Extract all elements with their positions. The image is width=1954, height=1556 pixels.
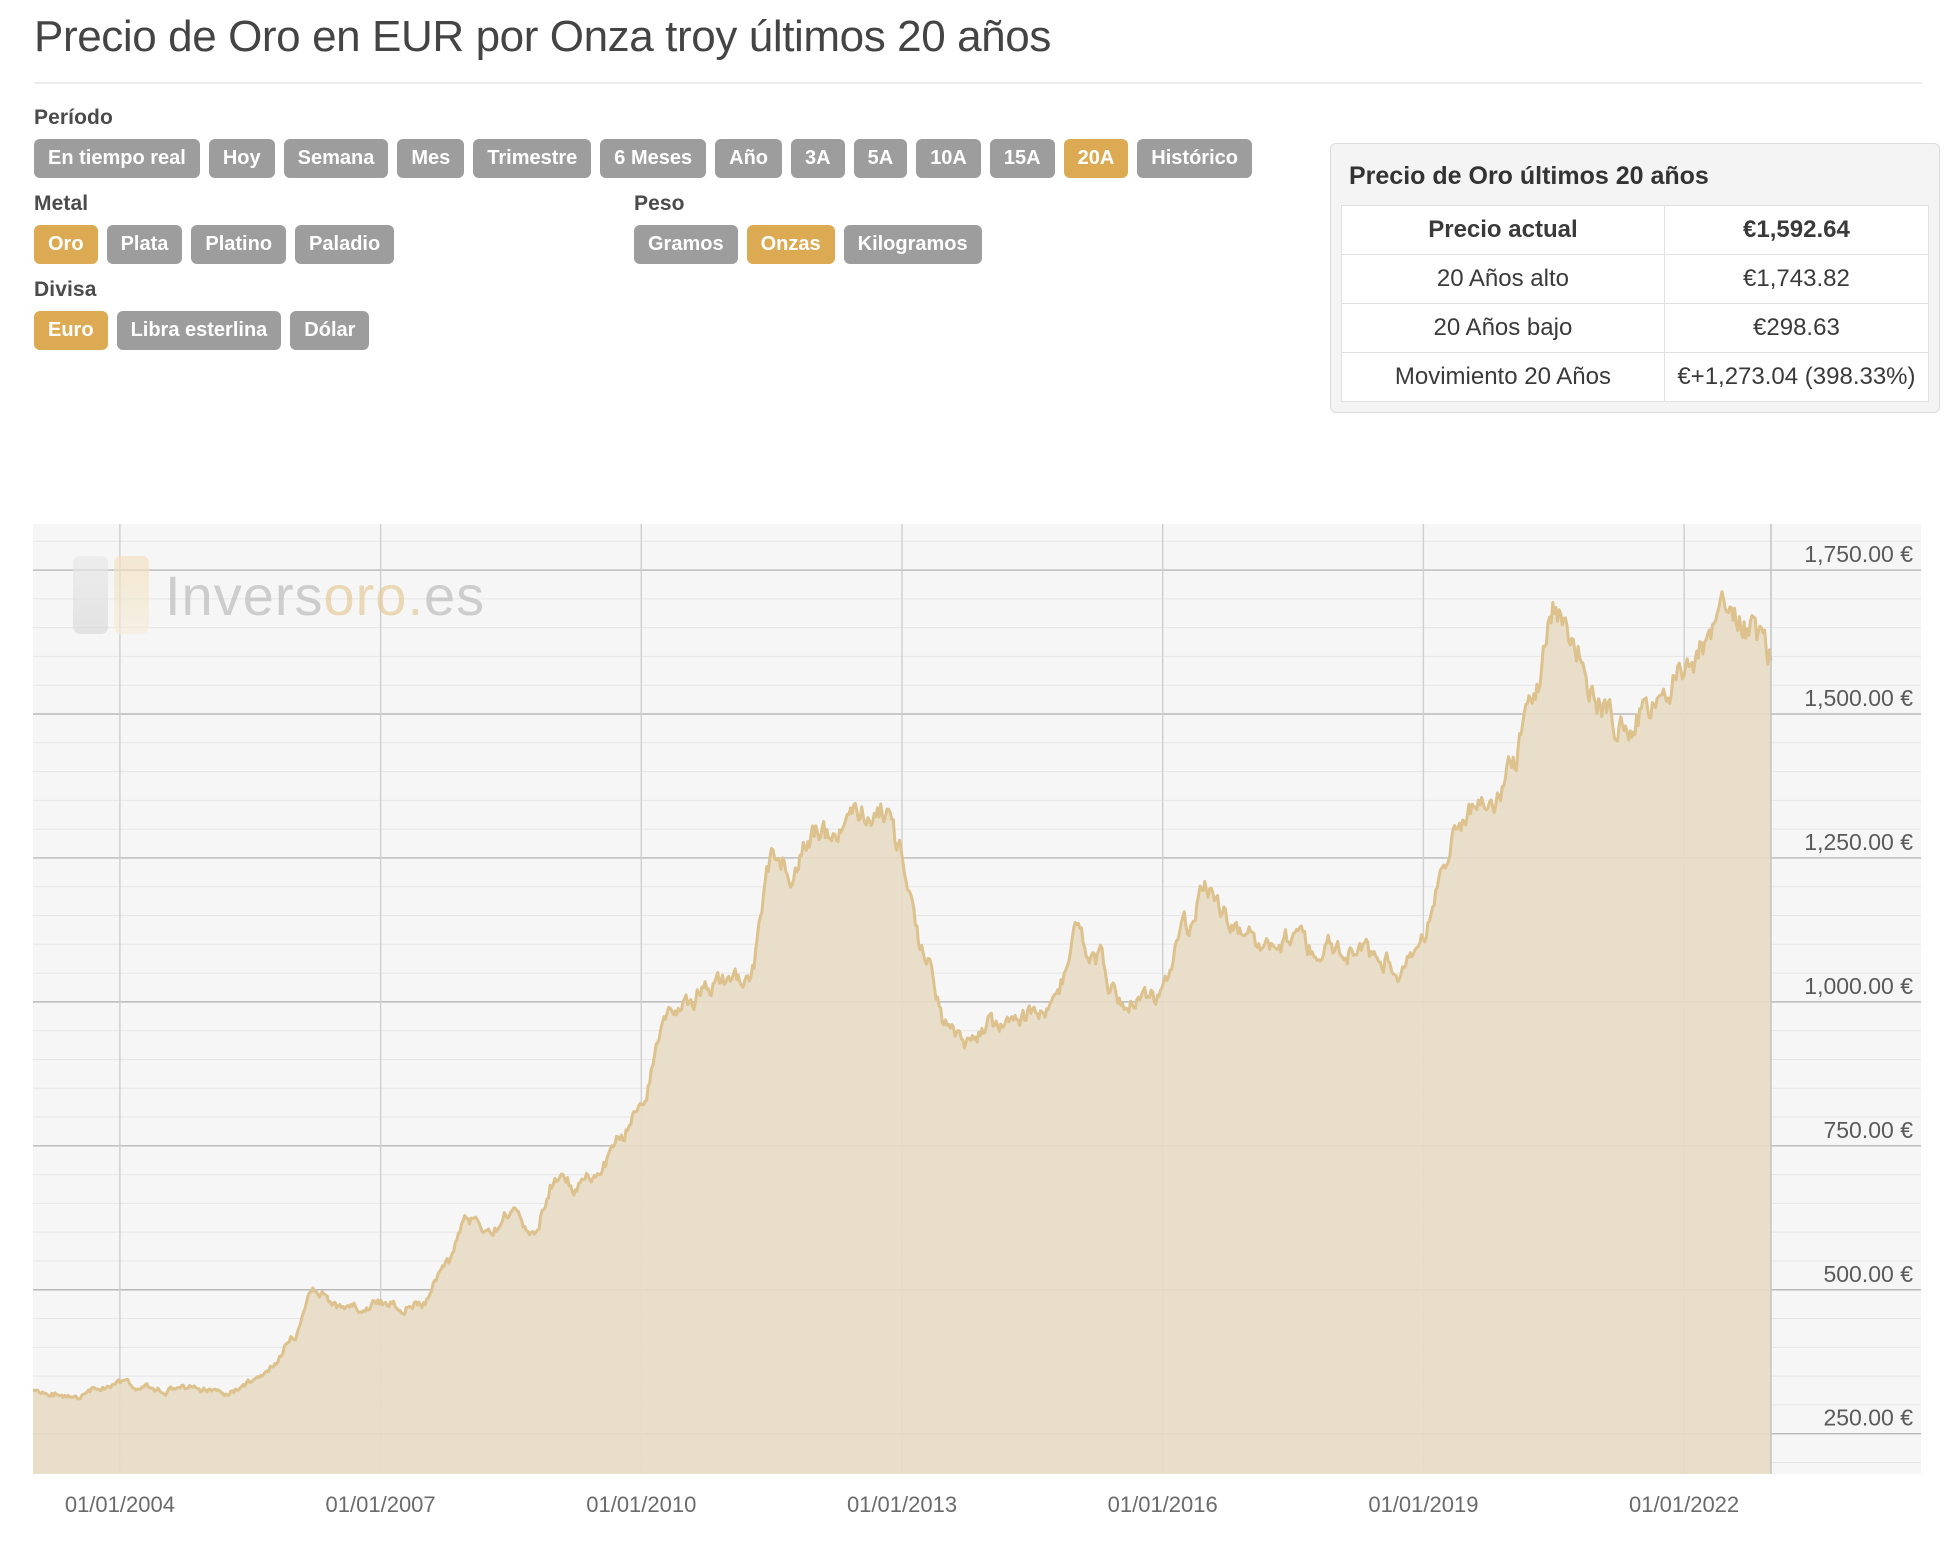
summary-row-value: €298.63 [1663,303,1930,353]
summary-row-value: €1,592.64 [1663,205,1930,255]
chart-x-tick-label: 01/01/2019 [1368,1492,1479,1517]
divisa-button-dólar[interactable]: Dólar [290,311,370,350]
peso-button-onzas[interactable]: Onzas [746,225,835,264]
divisa-group: Divisa Euro Libra esterlina Dólar [34,278,1294,350]
summary-row: Precio actual €1,592.64 [1341,205,1930,255]
chart-x-tick-label: 01/01/2004 [64,1492,175,1517]
summary-row-value: €+1,273.04 (398.33%) [1663,352,1930,402]
periodo-button-año[interactable]: Año [715,139,783,178]
summary-row-label: 20 Años alto [1341,254,1665,304]
periodo-button-mes[interactable]: Mes [397,139,465,178]
chart-x-tick-label: 01/01/2022 [1629,1492,1740,1517]
summary-row: 20 Años bajo €298.63 [1341,303,1930,353]
peso-group: Peso Gramos Onzas Kilogramos [634,192,1254,278]
metal-button-platino[interactable]: Platino [191,225,287,264]
metal-button-paladio[interactable]: Paladio [295,225,395,264]
periodo-button-en-tiempo-real[interactable]: En tiempo real [34,139,200,178]
chart-x-tick-label: 01/01/2010 [586,1492,697,1517]
periodo-button-10a[interactable]: 10A [916,139,981,178]
chart-y-tick-label: 1,750.00 € [1804,541,1913,567]
chart-y-tick-label: 500.00 € [1823,1261,1913,1287]
chart-y-tick-label: 1,500.00 € [1804,685,1913,711]
periodo-label: Período [34,106,113,129]
periodo-button-hoy[interactable]: Hoy [208,139,275,178]
periodo-button-row: En tiempo real Hoy Semana Mes Trimestre 6 Mes… [34,139,1294,178]
chart-x-tick-label: 01/01/2013 [846,1492,958,1517]
summary-row: Movimiento 20 Años €+1,273.04 (398.33%) [1341,352,1930,402]
periodo-button-trimestre[interactable]: Trimestre [473,139,592,178]
page-header: Precio de Oro en EUR por Onza troy últim… [0,0,1954,70]
price-chart-svg[interactable]: 250.00 € 500.00 € 750.00 € 1,000.00 € 1,250.… [33,524,1921,1474]
peso-button-row: Gramos Onzas Kilogramos [634,225,1254,264]
chart-y-tick-label: 750.00 € [1823,1117,1913,1143]
summary-row-label: 20 Años bajo [1341,303,1665,353]
summary-row: 20 Años alto €1,743.82 [1341,254,1930,304]
chart-y-tick-label: 250.00 € [1823,1405,1913,1431]
filter-controls: Período En tiempo real Hoy Semana Mes Trimes… [34,106,1294,364]
periodo-group: Período En tiempo real Hoy Semana Mes Trimes… [34,106,1294,178]
summary-panel: Precio de Oro últimos 20 años Precio act… [1330,143,1940,413]
metal-label: Metal [34,192,89,215]
metal-group: Metal Oro Plata Platino Paladio [34,192,634,278]
chart-y-tick-label: 1,000.00 € [1804,973,1913,999]
metal-button-oro[interactable]: Oro [34,225,98,264]
chart-x-axis: 01/01/2004 01/01/2007 01/01/2010 01/01/2013… [33,1486,1921,1526]
divisa-button-euro[interactable]: Euro [34,311,108,350]
metal-button-row: Oro Plata Platino Paladio [34,225,634,264]
summary-row-label: Precio actual [1341,205,1665,255]
title-divider [34,82,1922,85]
peso-button-kilogramos[interactable]: Kilogramos [843,225,982,264]
divisa-button-libra-esterlina[interactable]: Libra esterlina [116,311,282,350]
periodo-button-5a[interactable]: 5A [853,139,908,178]
periodo-button-20a[interactable]: 20A [1063,139,1129,178]
price-line [33,590,1773,1401]
periodo-button-histórico[interactable]: Histórico [1137,139,1252,178]
price-area-fill [33,591,1771,1474]
periodo-button-6-meses[interactable]: 6 Meses [600,139,707,178]
divisa-button-row: Euro Libra esterlina Dólar [34,311,1294,350]
chart-y-tick-label: 1,250.00 € [1804,829,1913,855]
summary-table: Precio actual €1,592.64 20 Años alto €1,743… [1341,205,1930,402]
chart-x-tick-label: 01/01/2007 [325,1492,436,1517]
price-chart[interactable]: 250.00 € 500.00 € 750.00 € 1,000.00 € 1,250.… [33,524,1921,1474]
periodo-button-3a[interactable]: 3A [791,139,845,178]
periodo-button-semana[interactable]: Semana [283,139,389,178]
page-title: Precio de Oro en EUR por Onza troy últim… [34,12,1051,61]
divisa-label: Divisa [34,278,97,301]
metal-button-plata[interactable]: Plata [106,225,183,264]
summary-row-value: €1,743.82 [1663,254,1930,304]
summary-row-label: Movimiento 20 Años [1341,352,1665,402]
peso-label: Peso [634,192,685,215]
periodo-button-15a[interactable]: 15A [989,139,1055,178]
chart-x-tick-label: 01/01/2016 [1107,1492,1218,1517]
summary-panel-title: Precio de Oro últimos 20 años [1349,162,1709,190]
peso-button-gramos[interactable]: Gramos [634,225,738,264]
